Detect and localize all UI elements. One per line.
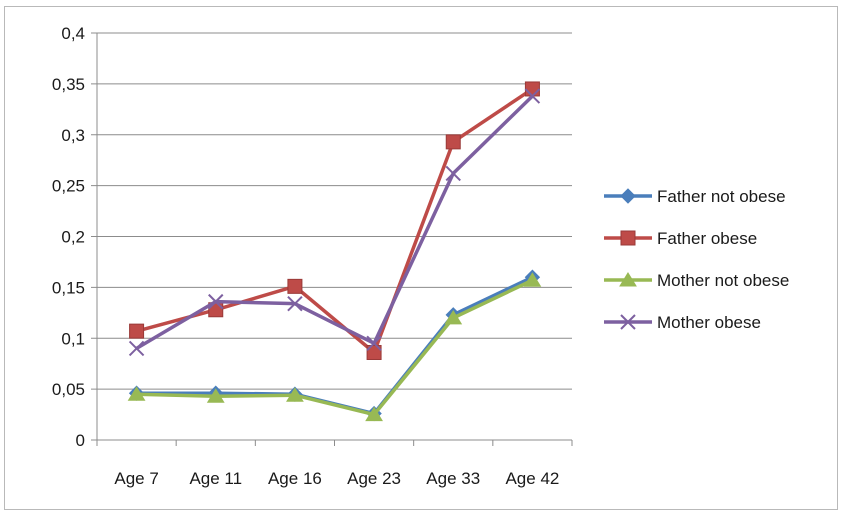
y-tick-label: 0,25: [52, 177, 85, 196]
data-point-mother-obese: [524, 88, 541, 104]
data-point-father-obese: [129, 323, 145, 339]
legend-marker-mother-obese: [620, 314, 636, 330]
x-tick-label: Age 16: [268, 469, 322, 488]
data-point-mother-obese: [445, 165, 461, 182]
legend-label-mother-not-obese: Mother not obese: [657, 271, 789, 290]
y-tick-label: 0,3: [61, 126, 85, 145]
data-point-mother-obese: [366, 335, 382, 352]
legend-marker-mother-not-obese: [619, 272, 637, 287]
data-point-mother-obese: [287, 295, 303, 312]
y-tick-label: 0,15: [52, 278, 85, 297]
x-tick-label: Age 42: [505, 469, 559, 488]
legend-label-mother-obese: Mother obese: [657, 313, 761, 332]
data-point-mother-obese: [128, 340, 145, 357]
data-point-father-obese: [445, 134, 461, 150]
legend-label-father-not-obese: Father not obese: [657, 187, 786, 206]
y-tick-label: 0,1: [61, 329, 85, 348]
series-line-father-not-obese: [136, 275, 534, 416]
chart-frame: [4, 6, 838, 510]
data-point-father-obese: [287, 278, 303, 294]
data-point-father-obese: [366, 344, 382, 360]
data-point-mother-not-obese: [286, 387, 304, 402]
data-point-mother-not-obese: [523, 272, 542, 287]
series-line-father-obese: [136, 87, 534, 355]
legend-marker-father-not-obese: [620, 188, 636, 204]
data-point-mother-not-obese: [444, 309, 463, 325]
x-tick-label: Age 7: [114, 469, 158, 488]
series-line-mother-obese: [135, 94, 534, 350]
y-tick-label: 0,2: [61, 228, 85, 247]
x-tick-label: Age 11: [189, 469, 242, 488]
data-point-mother-obese: [208, 293, 224, 310]
x-tick-label: Age 33: [426, 469, 480, 488]
data-point-mother-not-obese: [206, 388, 225, 403]
series-line-mother-not-obese: [136, 278, 534, 417]
x-tick-label: Age 23: [347, 469, 401, 488]
data-point-mother-not-obese: [127, 386, 146, 401]
data-point-father-obese: [524, 81, 540, 97]
data-point-mother-not-obese: [365, 406, 383, 422]
legend-marker-father-obese: [620, 230, 636, 246]
y-tick-label: 0: [76, 431, 85, 450]
y-tick-label: 0,4: [61, 24, 85, 43]
y-tick-label: 0,35: [52, 75, 85, 94]
y-tick-label: 0,05: [52, 380, 85, 399]
legend-label-father-obese: Father obese: [657, 229, 757, 248]
